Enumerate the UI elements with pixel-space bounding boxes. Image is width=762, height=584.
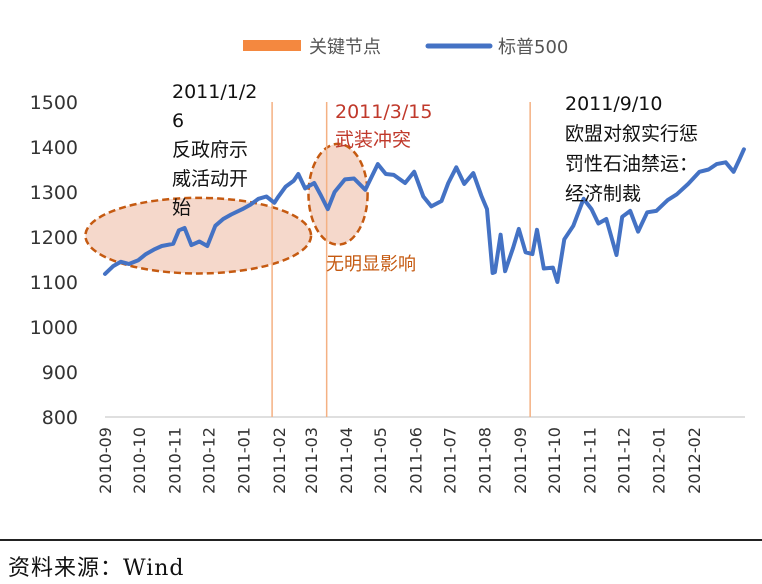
annotation-2-line: 武装冲突 xyxy=(335,129,411,151)
annotation-1-line: 反政府示 xyxy=(172,139,248,161)
x-tick-label: 2011-12 xyxy=(614,427,633,494)
legend: 关键节点 标普500 xyxy=(243,37,568,58)
legend-label: 标普500 xyxy=(498,37,568,58)
annotation-1-line: 始 xyxy=(172,197,191,219)
y-tick-label: 800 xyxy=(42,407,78,429)
x-tick-label: 2011-03 xyxy=(302,427,321,494)
x-tick-label: 2010-10 xyxy=(130,427,149,494)
x-tick-label: 2011-10 xyxy=(545,427,564,494)
annotation-1-line: 2011/1/2 xyxy=(172,81,257,103)
x-tick-label: 2011-11 xyxy=(580,427,599,494)
y-tick-label: 1100 xyxy=(30,272,78,294)
x-axis: 2010-09 2010-10 2010-11 2010-12 2011-01 2011-… xyxy=(96,416,745,494)
series-line-sp500 xyxy=(103,147,746,284)
x-tick-label: 2011-01 xyxy=(235,427,254,494)
legend-swatch-key-node xyxy=(243,40,301,51)
x-tick-label: 2011-09 xyxy=(511,427,530,494)
annotation-4-line: 经济制裁 xyxy=(565,183,641,205)
series-lines xyxy=(103,147,746,284)
annotation-4-line: 罚性石油禁运： xyxy=(565,153,698,175)
y-tick-label: 1000 xyxy=(30,317,78,339)
y-tick-label: 1400 xyxy=(30,137,78,159)
y-tick-label: 1300 xyxy=(30,182,78,204)
line-chart: 关键节点 标普500 800 900 1000 1100 1200 1300 1400 1500… xyxy=(30,37,746,494)
highlight-ellipses xyxy=(84,142,369,275)
x-tick-label: 2011-06 xyxy=(406,427,425,494)
x-tick-label: 2010-11 xyxy=(165,427,184,494)
x-tick-label: 2012-02 xyxy=(685,427,704,494)
y-tick-label: 1200 xyxy=(30,227,78,249)
footer-rule xyxy=(0,539,762,541)
legend-label: 关键节点 xyxy=(309,37,381,58)
highlight-ellipse-2 xyxy=(307,142,369,246)
x-tick-label: 2010-12 xyxy=(199,427,218,494)
x-tick-label: 2012-01 xyxy=(650,427,669,494)
x-tick-label: 2010-09 xyxy=(96,427,115,494)
y-tick-label: 900 xyxy=(42,362,78,384)
annotation-1-line: 6 xyxy=(172,110,184,132)
x-tick-label: 2011-07 xyxy=(440,427,459,494)
annotation-2-line: 2011/3/15 xyxy=(335,101,432,123)
x-tick-label: 2011-08 xyxy=(476,427,495,494)
x-tick-label: 2011-02 xyxy=(270,427,289,494)
y-tick-label: 1500 xyxy=(30,92,78,114)
x-tick-label: 2011-05 xyxy=(371,427,390,494)
annotation-3-line: 无明显影响 xyxy=(326,254,416,275)
source-note: 资料来源：Wind xyxy=(8,556,185,581)
key-node-lines xyxy=(271,102,531,417)
annotation-1-line: 威活动开 xyxy=(172,168,248,190)
annotation-4-line: 2011/9/10 xyxy=(565,93,662,115)
highlight-ellipse-1 xyxy=(84,196,313,275)
x-tick-label: 2011-04 xyxy=(337,427,356,494)
y-axis: 800 900 1000 1100 1200 1300 1400 1500 xyxy=(30,92,78,429)
annotation-4-line: 欧盟对叙实行惩 xyxy=(565,123,698,145)
